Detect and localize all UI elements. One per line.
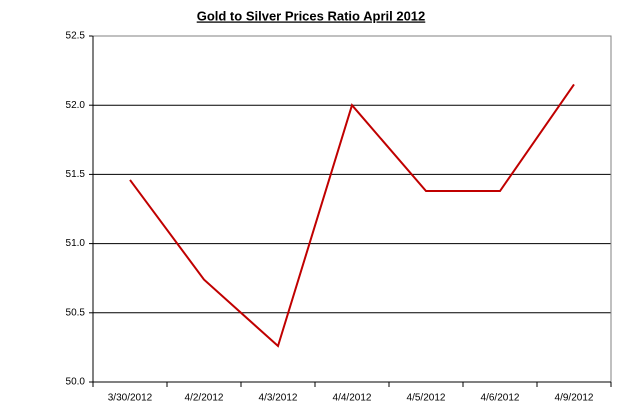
x-tick-label: 4/3/2012 <box>259 393 298 404</box>
y-tick-label: 52.5 <box>66 31 86 42</box>
data-line <box>129 83 575 348</box>
x-tick-label: 3/30/2012 <box>108 393 153 404</box>
x-tick-label: 4/9/2012 <box>555 393 594 404</box>
y-tick-label: 51.0 <box>66 238 86 249</box>
x-tick-label: 4/6/2012 <box>481 393 520 404</box>
x-tick-label: 4/5/2012 <box>407 393 446 404</box>
y-tick-label: 50.5 <box>66 307 86 318</box>
y-tick-label: 51.5 <box>66 169 86 180</box>
x-tick-label: 4/4/2012 <box>333 393 372 404</box>
plot-frame <box>92 35 612 383</box>
y-tick-label: 52.0 <box>66 100 86 111</box>
y-tick-label: 50.0 <box>66 377 86 388</box>
x-tick-label: 4/2/2012 <box>185 393 224 404</box>
chart-title: Gold to Silver Prices Ratio April 2012 <box>197 8 426 23</box>
